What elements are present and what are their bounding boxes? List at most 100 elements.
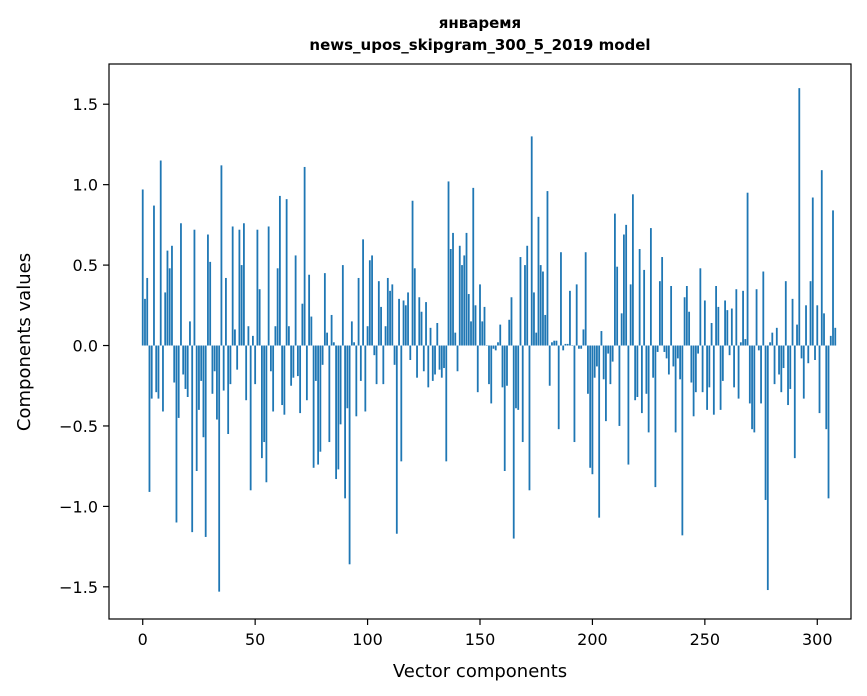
bar [519, 257, 522, 346]
bar [281, 345, 284, 406]
bar [166, 250, 169, 346]
bar [445, 345, 448, 462]
bar [447, 181, 450, 346]
bar [582, 329, 585, 346]
bar [690, 345, 693, 383]
bar [811, 197, 814, 346]
bar [465, 232, 468, 346]
bar [712, 345, 715, 415]
bar [569, 290, 571, 346]
bar [400, 345, 403, 462]
bar [454, 332, 457, 346]
bar [719, 345, 722, 410]
bar [393, 345, 396, 365]
bar [798, 88, 801, 346]
bar [832, 210, 834, 346]
bar [726, 310, 729, 346]
bar [791, 298, 794, 346]
bar [231, 226, 234, 346]
y-axis-ticks: −1.5 −1.0 −0.5 0.0 0.5 1.0 1.5 [59, 95, 109, 597]
bar [461, 265, 463, 346]
bar [274, 326, 277, 346]
bar [667, 345, 670, 375]
bar [362, 239, 364, 346]
bar [548, 345, 551, 386]
bar [339, 345, 342, 425]
bar [787, 345, 789, 406]
bar [632, 194, 634, 346]
bar [314, 345, 317, 381]
bar [697, 345, 699, 354]
y-tick-label: 0.5 [73, 256, 98, 275]
bar [517, 345, 520, 410]
bar [346, 345, 349, 409]
bar [627, 345, 630, 465]
bar [654, 345, 657, 488]
bar [793, 345, 796, 459]
bar [436, 323, 439, 346]
bar [386, 277, 389, 346]
bar [512, 345, 515, 539]
bar [173, 345, 176, 383]
bar [429, 327, 432, 346]
bar [209, 261, 212, 346]
bar [407, 292, 409, 346]
bar [665, 345, 668, 359]
bar [676, 345, 679, 359]
bar [818, 345, 821, 414]
bar [562, 345, 565, 351]
bar [159, 160, 162, 346]
bar [607, 345, 610, 354]
x-tick-label: 0 [138, 630, 148, 649]
bar [413, 268, 416, 346]
bar [204, 345, 207, 537]
bar [481, 321, 484, 346]
bar [551, 342, 553, 346]
bar [497, 342, 499, 346]
bar [528, 345, 531, 491]
bar [596, 345, 598, 367]
bar [733, 345, 735, 388]
bar [672, 345, 675, 367]
bar [636, 345, 639, 397]
bar [494, 345, 497, 351]
bar [670, 286, 673, 346]
bar [773, 345, 776, 385]
bar [431, 345, 434, 381]
bar [303, 166, 306, 346]
bar [148, 345, 151, 492]
bar [539, 265, 542, 346]
bar [605, 345, 607, 422]
bar [587, 345, 589, 394]
bar [227, 345, 230, 434]
y-tick-label: −1.0 [59, 497, 98, 516]
bar [150, 345, 153, 399]
y-tick-label: −0.5 [59, 417, 98, 436]
bar [578, 345, 580, 349]
bar [420, 311, 423, 346]
bar [249, 345, 252, 491]
bar [506, 345, 508, 386]
bar [418, 297, 421, 346]
bar [323, 273, 326, 346]
bar [764, 345, 767, 500]
bar [748, 345, 751, 404]
bar [202, 345, 205, 438]
bar [200, 345, 203, 381]
y-tick-label: 1.0 [73, 176, 98, 195]
bar [402, 300, 405, 346]
x-tick-label: 250 [690, 630, 721, 649]
bar [546, 191, 549, 346]
bar [526, 245, 529, 346]
bar [364, 345, 367, 412]
bar [616, 266, 619, 346]
bar [398, 298, 400, 346]
bar [492, 345, 495, 349]
bar [814, 345, 816, 360]
bar [739, 342, 742, 346]
x-tick-label: 150 [465, 630, 496, 649]
bar [591, 345, 594, 475]
bar [483, 306, 486, 346]
bar [443, 345, 445, 369]
